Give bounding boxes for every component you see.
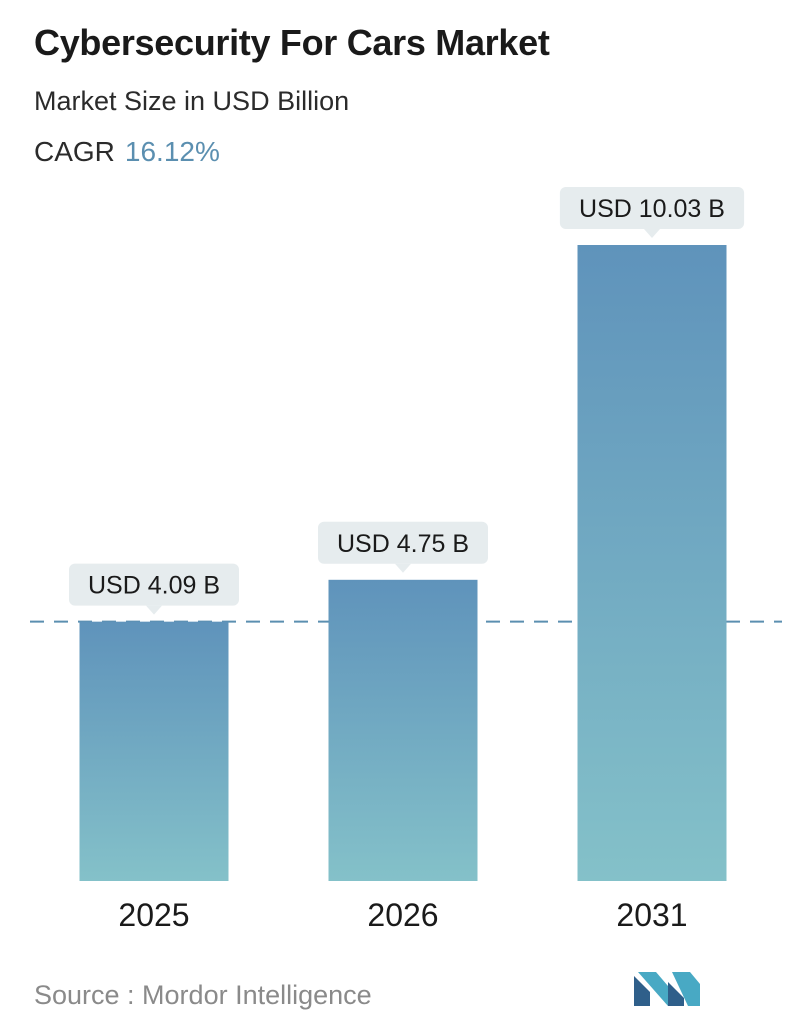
data-label-bubble <box>318 521 488 564</box>
bar-2025 <box>79 621 229 881</box>
cagr-line: CAGR 16.12% <box>34 136 220 168</box>
bar-2026 <box>328 579 478 881</box>
mordor-intelligence-logo-icon <box>634 972 700 1006</box>
data-label: USD 4.75 B <box>337 530 469 558</box>
cagr-label: CAGR <box>34 136 115 167</box>
x-tick-label: 2026 <box>367 897 438 933</box>
data-label-pointer <box>644 229 660 238</box>
bar-2031 <box>577 245 727 881</box>
data-label: USD 4.09 B <box>88 572 220 600</box>
chart-subtitle: Market Size in USD Billion <box>34 86 350 116</box>
x-tick-label: 2031 <box>616 897 687 933</box>
data-label: USD 10.03 B <box>579 195 725 223</box>
x-tick-label: 2025 <box>118 897 189 933</box>
chart-title: Cybersecurity For Cars Market <box>34 22 550 63</box>
data-label-bubble <box>559 187 745 229</box>
source-text: Source : Mordor Intelligence <box>34 980 372 1010</box>
data-label-pointer <box>146 605 162 615</box>
data-label-pointer <box>395 563 411 573</box>
cagr-value: 16.12% <box>124 136 220 167</box>
bars-group: USD 4.09 B 2025 USD 4.75 B 2026 USD 10.03 B 2… <box>30 187 782 933</box>
data-label-bubble <box>69 563 239 606</box>
